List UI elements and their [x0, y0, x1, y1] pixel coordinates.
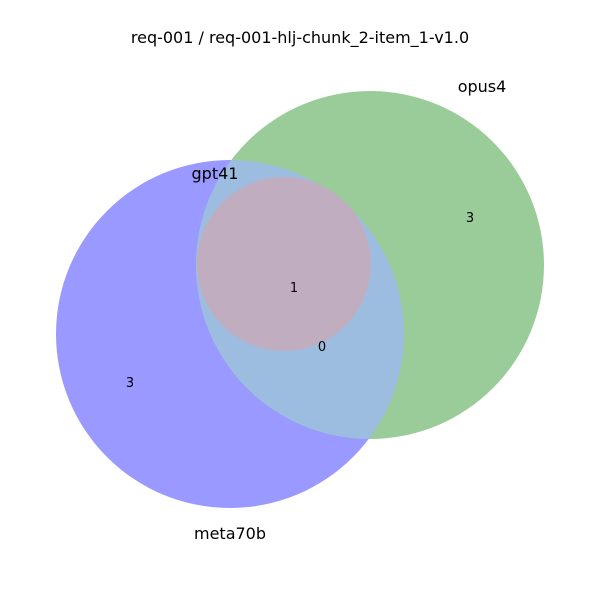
set-label-opus4: opus4 — [458, 77, 507, 96]
set-label-gpt41: gpt41 — [192, 164, 239, 183]
region-count-meta70b-opus4: 0 — [318, 340, 326, 355]
set-label-meta70b: meta70b — [194, 524, 266, 543]
region-count-opus4-only: 3 — [466, 211, 474, 226]
set-circle-gpt41 — [197, 177, 371, 351]
region-count-meta70b-only: 3 — [126, 376, 134, 391]
chart-title: req-001 / req-001-hlj-chunk_2-item_1-v1.… — [131, 28, 469, 48]
region-count-all-three: 1 — [290, 281, 298, 296]
